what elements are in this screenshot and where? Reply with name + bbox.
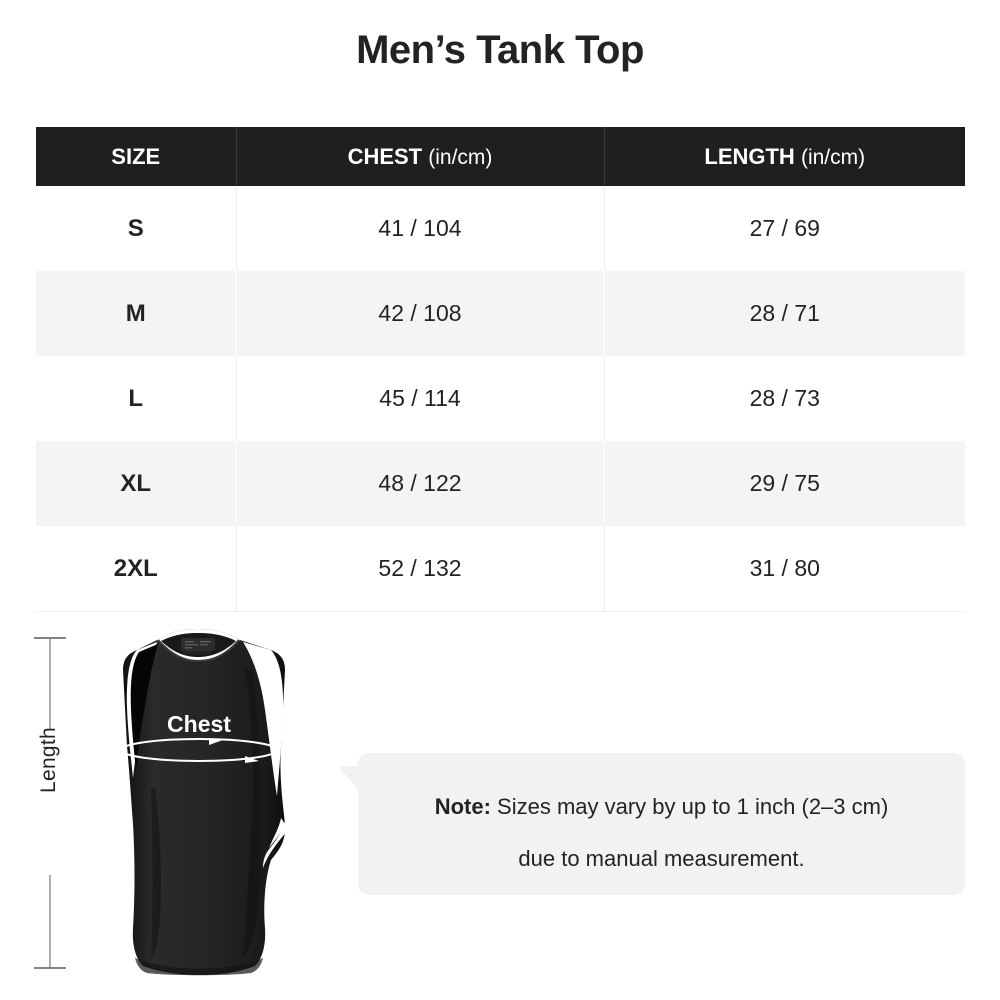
cell-size: S: [36, 186, 237, 271]
cell-size: M: [36, 271, 237, 356]
cell-length: 27 / 69: [749, 215, 820, 241]
cell-length: 28 / 71: [604, 271, 965, 356]
tank-top-image: Chest: [120, 629, 289, 976]
column-header-chest: CHEST (in/cm): [236, 127, 605, 186]
table-row: XL 48 / 122 29 / 75: [36, 441, 965, 526]
cell-size: L: [36, 356, 237, 441]
cell-chest: 48 / 122: [236, 441, 605, 526]
page-title: Men’s Tank Top: [356, 28, 644, 72]
cell-size: XL: [36, 441, 237, 526]
column-header-size-label: SIZE: [111, 143, 161, 169]
note-callout-tail: [338, 766, 360, 792]
note-line-2: due to manual measurement.: [518, 846, 805, 871]
column-header-length-unit: (in/cm): [800, 145, 866, 169]
cell-length: 29 / 75: [604, 441, 965, 526]
column-header-size: SIZE: [36, 127, 237, 186]
note-line-1: Sizes may vary by up to 1 inch (2–3 cm): [490, 794, 889, 819]
length-label: Length: [37, 726, 60, 794]
table-header-row: SIZE CHEST (in/cm) LENGTH (in/cm): [36, 127, 965, 186]
care-label: [181, 638, 215, 654]
chest-measure-ellipse: [120, 738, 278, 762]
garment-illustration: Length: [0, 620, 1000, 1000]
note-prefix: Note:: [434, 794, 491, 819]
cell-chest: 52 / 132: [236, 526, 605, 612]
cell-length: 28 / 73: [749, 385, 820, 411]
table-row: S 41 / 104 27 / 69: [36, 186, 965, 271]
chest-measure-arrow-left: [245, 756, 259, 763]
table-row: M 42 / 108 28 / 71: [36, 271, 965, 356]
note-text: Note: Sizes may vary by up to 1 inch (2–…: [358, 781, 965, 885]
column-header-chest-unit: (in/cm): [428, 145, 493, 169]
cell-chest: 42 / 108: [236, 271, 605, 356]
cell-chest: 41 / 104: [236, 186, 605, 271]
size-chart-table: SIZE CHEST (in/cm) LENGTH (in/cm) S 41 /…: [36, 127, 965, 612]
cell-length: 31 / 80: [604, 526, 965, 612]
chest-label: Chest: [167, 711, 231, 737]
table-row: 2XL 52 / 132 31 / 80: [36, 526, 965, 612]
cell-size: 2XL: [36, 526, 237, 612]
column-header-length-label: LENGTH: [704, 143, 795, 169]
column-header-length: LENGTH (in/cm): [604, 127, 965, 186]
note-callout: Note: Sizes may vary by up to 1 inch (2–…: [358, 753, 965, 895]
cell-chest: 45 / 114: [236, 356, 605, 441]
column-header-chest-label: CHEST: [347, 143, 423, 169]
table-row: L 45 / 114 28 / 73: [36, 356, 965, 441]
chest-measure-arrow-right: [209, 738, 223, 745]
length-dimension-line: [34, 637, 66, 969]
